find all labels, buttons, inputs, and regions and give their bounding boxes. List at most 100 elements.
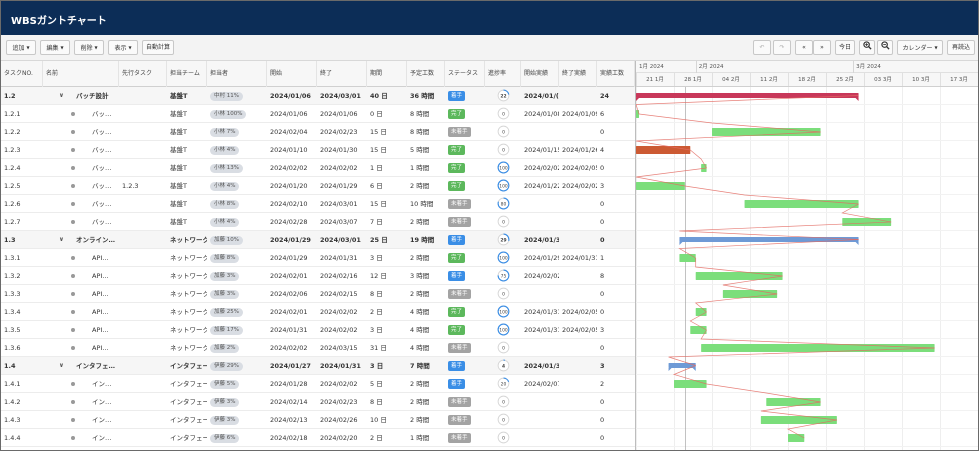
assignee-pill: 伊藤 6% (210, 434, 240, 443)
column-header-predecessor[interactable]: 先行タスク (119, 61, 167, 87)
status-badge: 完了 (448, 109, 466, 119)
week-divider (750, 73, 751, 86)
column-header-assignee[interactable]: 担当者 (207, 61, 267, 87)
grid-splitter[interactable] (635, 61, 636, 450)
today-button[interactable]: 今日 (835, 40, 855, 55)
cell-team: 基盤T (170, 92, 188, 100)
delete-menu-button[interactable]: 削除 ▼ (74, 40, 104, 55)
column-header-planned-hours[interactable]: 予定工数 (407, 61, 445, 87)
progress-ring: 29 (497, 233, 510, 246)
column-header-start[interactable]: 開始 (267, 61, 317, 87)
table-row[interactable]: 1.2.2 基盤T 2024/02/04 2024/02/23 15 日 8 時間 0 バッ…… (1, 123, 635, 141)
undo-button[interactable]: ↶ (753, 40, 771, 55)
cell-status: 未着手 (445, 285, 485, 303)
status-badge: 完了 (448, 325, 466, 335)
cell-assignee: 加藤 17% (207, 321, 267, 339)
cell-team: インタフェー (170, 434, 207, 442)
table-row[interactable]: 1.2 基盤T 2024/01/06 2024/03/01 40 日 36 時間 2024/… (1, 87, 635, 105)
collapse-toggle-icon[interactable]: ∨ (59, 236, 64, 243)
table-row[interactable]: 1.3 ネットワーク 2024/01/29 2024/03/01 25 日 19 時間 20… (1, 231, 635, 249)
zoom-in-icon (862, 41, 872, 50)
progress-ring: 4 (497, 359, 510, 372)
progress-ring: 0 (497, 341, 510, 354)
progress-ring: 0 (497, 215, 510, 228)
status-badge: 完了 (448, 181, 466, 191)
cell-duration: 3 日 (370, 326, 383, 334)
calendar-menu-button[interactable]: カレンダー ▼ (897, 40, 943, 55)
cell-name: イン… (92, 380, 112, 388)
timeline-week-label: 28 1月 (684, 77, 702, 83)
column-header-actual-hours[interactable]: 実績工数 (597, 61, 635, 87)
auto-calc-button[interactable]: 自動計算 (142, 40, 174, 55)
column-header-end[interactable]: 終了 (317, 61, 367, 87)
column-header-task-no[interactable]: タスクNO. (1, 61, 43, 87)
table-row[interactable]: 1.2.7 基盤T 2024/02/28 2024/03/07 7 日 2 時間 0 バッ… 小… (1, 213, 635, 231)
cell-planned-hours: 1 時間 (410, 164, 430, 172)
cell-actual-hours: 6 (600, 110, 605, 118)
progress-ring: 75 (497, 269, 510, 282)
zoom-out-button[interactable] (877, 40, 893, 55)
progress-value: 100 (499, 165, 508, 171)
reload-button[interactable]: 再読込 (947, 40, 975, 55)
cell-end: 2024/02/23 (320, 128, 358, 136)
column-header-duration[interactable]: 期間 (367, 61, 407, 87)
cell-end: 2024/03/01 (320, 236, 361, 244)
collapse-toggle-icon[interactable]: ∨ (59, 92, 64, 99)
task-bar (636, 110, 639, 118)
prev-period-button[interactable]: « (795, 40, 813, 55)
cell-assignee: 加藤 3% (207, 267, 267, 285)
zoom-in-button[interactable] (859, 40, 875, 55)
task-bar (788, 434, 805, 442)
table-row[interactable]: 1.2.5 1.2.3 基盤T 2024/01/20 2024/01/29 6 日 2 時間… (1, 177, 635, 195)
cell-planned-hours: 4 時間 (410, 344, 430, 352)
next-period-button[interactable]: » (813, 40, 831, 55)
column-header-progress[interactable]: 進捗率 (485, 61, 521, 87)
cell-assignee: 伊藤 3% (207, 393, 267, 411)
cell-status: 完了 (445, 177, 485, 195)
add-menu-button[interactable]: 追加 ▼ (6, 40, 36, 55)
table-row[interactable]: 1.3.3 ネットワーク 2024/02/06 2024/02/15 8 日 2 時間 0 A… (1, 285, 635, 303)
collapse-toggle-icon[interactable]: ∨ (59, 362, 64, 369)
table-row[interactable]: 1.3.6 ネットワーク 2024/02/02 2024/03/15 31 日 4 時間 0… (1, 339, 635, 357)
column-header-status[interactable]: ステータス (445, 61, 485, 87)
cell-name: バッ… (92, 218, 112, 226)
dependency-link (668, 347, 935, 366)
undo-icon: ↶ (759, 44, 765, 51)
column-header-actual-end[interactable]: 終了実績 (559, 61, 597, 87)
cell-planned-hours: 1 時間 (410, 434, 430, 442)
column-header-team[interactable]: 担当チーム (167, 61, 207, 87)
table-row[interactable]: 1.2.1 基盤T 2024/01/06 2024/01/06 0 日 8 時間 2024/… (1, 105, 635, 123)
progress-value: 0 (502, 147, 505, 153)
timeline-month-label: 1月 2024 (636, 61, 696, 73)
table-row[interactable]: 1.4.3 インタフェー 2024/02/13 2024/02/26 10 日 2 時間 0… (1, 411, 635, 429)
table-row[interactable]: 1.3.5 ネットワーク 2024/01/31 2024/02/02 3 日 4 時間 20… (1, 321, 635, 339)
cell-status: 未着手 (445, 123, 485, 141)
table-row[interactable]: 1.3.2 ネットワーク 2024/02/01 2024/02/16 12 日 3 時間 2… (1, 267, 635, 285)
redo-button[interactable]: ↷ (773, 40, 791, 55)
table-row[interactable]: 1.2.6 基盤T 2024/02/10 2024/03/01 15 日 10 時間 0 バッ… (1, 195, 635, 213)
status-badge: 着手 (448, 235, 466, 245)
task-bar (760, 416, 837, 424)
cell-actual-hours: 24 (600, 92, 610, 100)
table-row[interactable]: 1.2.4 基盤T 2024/02/02 2024/02/02 1 日 1 時間 2024/… (1, 159, 635, 177)
progress-ring: 0 (497, 395, 510, 408)
tree-bullet-icon (71, 346, 75, 350)
cell-start: 2024/02/14 (270, 398, 308, 406)
edit-label: 編集 (46, 45, 59, 52)
table-row[interactable]: 1.4.1 インタフェー 2024/01/28 2024/02/02 5 日 2 時間 20… (1, 375, 635, 393)
cell-team: ネットワーク (170, 272, 207, 280)
cell-predecessor (119, 105, 167, 123)
view-menu-button[interactable]: 表示 ▼ (108, 40, 138, 55)
table-row[interactable]: 1.2.3 基盤T 2024/01/10 2024/01/30 15 日 5 時間 2024… (1, 141, 635, 159)
column-header-actual-start[interactable]: 開始実績 (521, 61, 559, 87)
cell-predecessor (119, 159, 167, 177)
dependency-link (636, 167, 707, 187)
table-row[interactable]: 1.4.4 インタフェー 2024/02/18 2024/02/20 2 日 1 時間 0 イ… (1, 429, 635, 447)
cell-status: 着手 (445, 357, 485, 375)
table-row[interactable]: 1.4 インタフェー 2024/01/27 2024/01/31 3 日 7 時間 2024… (1, 357, 635, 375)
column-header-name[interactable]: 名前 (43, 61, 119, 87)
table-row[interactable]: 1.3.4 ネットワーク 2024/02/01 2024/02/02 2 日 4 時間 20… (1, 303, 635, 321)
edit-menu-button[interactable]: 編集 ▼ (40, 40, 70, 55)
table-row[interactable]: 1.4.2 インタフェー 2024/02/14 2024/02/23 8 日 2 時間 0 イ… (1, 393, 635, 411)
